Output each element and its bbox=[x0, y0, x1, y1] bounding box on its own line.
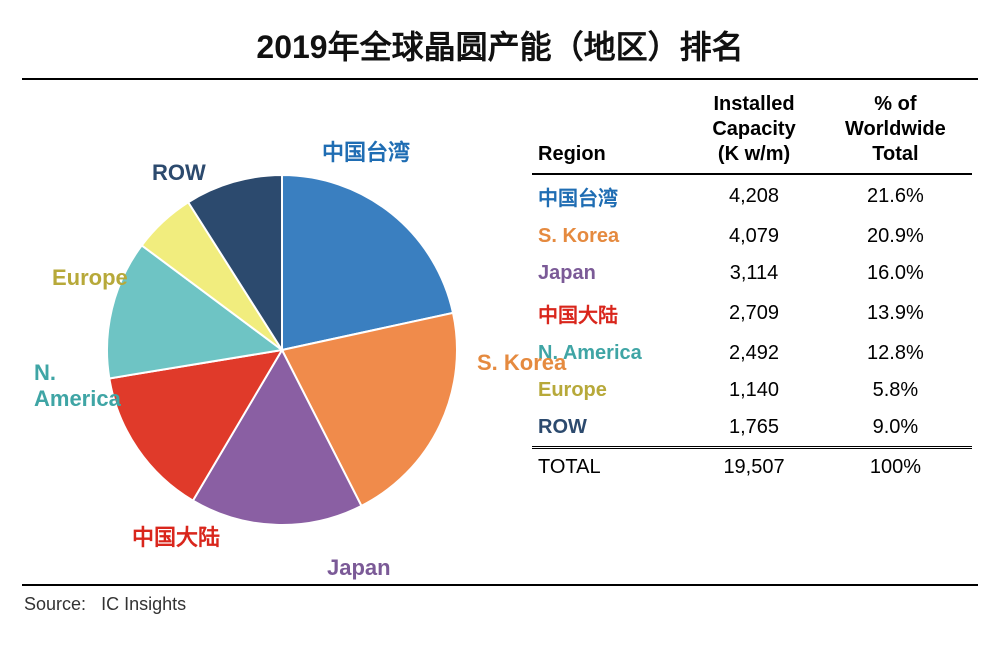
cell-capacity: 2,709 bbox=[689, 292, 819, 335]
cell-region: 中国台湾 bbox=[532, 174, 689, 218]
data-table: Region InstalledCapacity(K w/m) % ofWorl… bbox=[532, 88, 972, 486]
table-header-row: Region InstalledCapacity(K w/m) % ofWorl… bbox=[532, 88, 972, 174]
pie-slice-label: N.America bbox=[34, 360, 121, 412]
cell-region: ROW bbox=[532, 409, 689, 448]
source-value: IC Insights bbox=[101, 594, 186, 614]
page-root: 2019年全球晶圆产能（地区）排名 中国台湾S. KoreaJapan中国大陆N… bbox=[0, 0, 1000, 661]
table-total-row: TOTAL19,507100% bbox=[532, 448, 972, 487]
cell-capacity: 4,208 bbox=[689, 174, 819, 218]
table-row: ROW1,7659.0% bbox=[532, 409, 972, 448]
cell-capacity: 3,114 bbox=[689, 255, 819, 292]
data-table-panel: Region InstalledCapacity(K w/m) % ofWorl… bbox=[522, 80, 972, 580]
pie-slice-label: S. Korea bbox=[477, 350, 566, 376]
cell-total-label: TOTAL bbox=[532, 448, 689, 487]
cell-region: Japan bbox=[532, 255, 689, 292]
cell-total-capacity: 19,507 bbox=[689, 448, 819, 487]
cell-capacity: 4,079 bbox=[689, 218, 819, 255]
cell-capacity: 2,492 bbox=[689, 335, 819, 372]
source-label: Source: bbox=[24, 594, 86, 614]
table-row: Japan3,11416.0% bbox=[532, 255, 972, 292]
col-header-capacity: InstalledCapacity(K w/m) bbox=[689, 88, 819, 174]
cell-pct: 21.6% bbox=[819, 174, 972, 218]
table-row: N. America2,49212.8% bbox=[532, 335, 972, 372]
pie-slice-label: Japan bbox=[327, 555, 391, 581]
table-row: Europe1,1405.8% bbox=[532, 372, 972, 409]
table-body: 中国台湾4,20821.6%S. Korea4,07920.9%Japan3,1… bbox=[532, 174, 972, 486]
table-row: 中国大陆2,70913.9% bbox=[532, 292, 972, 335]
source-line: Source: IC Insights bbox=[22, 586, 978, 615]
pie-slice-label: Europe bbox=[52, 265, 128, 291]
table-head: Region InstalledCapacity(K w/m) % ofWorl… bbox=[532, 88, 972, 174]
chart-title: 2019年全球晶圆产能（地区）排名 bbox=[22, 22, 978, 68]
cell-pct: 12.8% bbox=[819, 335, 972, 372]
table-row: S. Korea4,07920.9% bbox=[532, 218, 972, 255]
cell-pct: 9.0% bbox=[819, 409, 972, 448]
cell-capacity: 1,140 bbox=[689, 372, 819, 409]
cell-region: S. Korea bbox=[532, 218, 689, 255]
table-row: 中国台湾4,20821.6% bbox=[532, 174, 972, 218]
cell-capacity: 1,765 bbox=[689, 409, 819, 448]
content-row: 中国台湾S. KoreaJapan中国大陆N.AmericaEuropeROW … bbox=[22, 80, 978, 580]
pie-slice-label: ROW bbox=[152, 160, 206, 186]
pie-slice-label: 中国台湾 bbox=[322, 135, 410, 167]
pie-chart bbox=[22, 80, 522, 580]
col-header-pct: % ofWorldwideTotal bbox=[819, 88, 972, 174]
pie-slice-label: 中国大陆 bbox=[132, 520, 220, 552]
cell-total-pct: 100% bbox=[819, 448, 972, 487]
pie-panel: 中国台湾S. KoreaJapan中国大陆N.AmericaEuropeROW bbox=[22, 80, 522, 580]
cell-region: 中国大陆 bbox=[532, 292, 689, 335]
cell-region: Europe bbox=[532, 372, 689, 409]
col-header-region: Region bbox=[532, 88, 689, 174]
cell-pct: 5.8% bbox=[819, 372, 972, 409]
cell-pct: 13.9% bbox=[819, 292, 972, 335]
cell-pct: 16.0% bbox=[819, 255, 972, 292]
cell-pct: 20.9% bbox=[819, 218, 972, 255]
